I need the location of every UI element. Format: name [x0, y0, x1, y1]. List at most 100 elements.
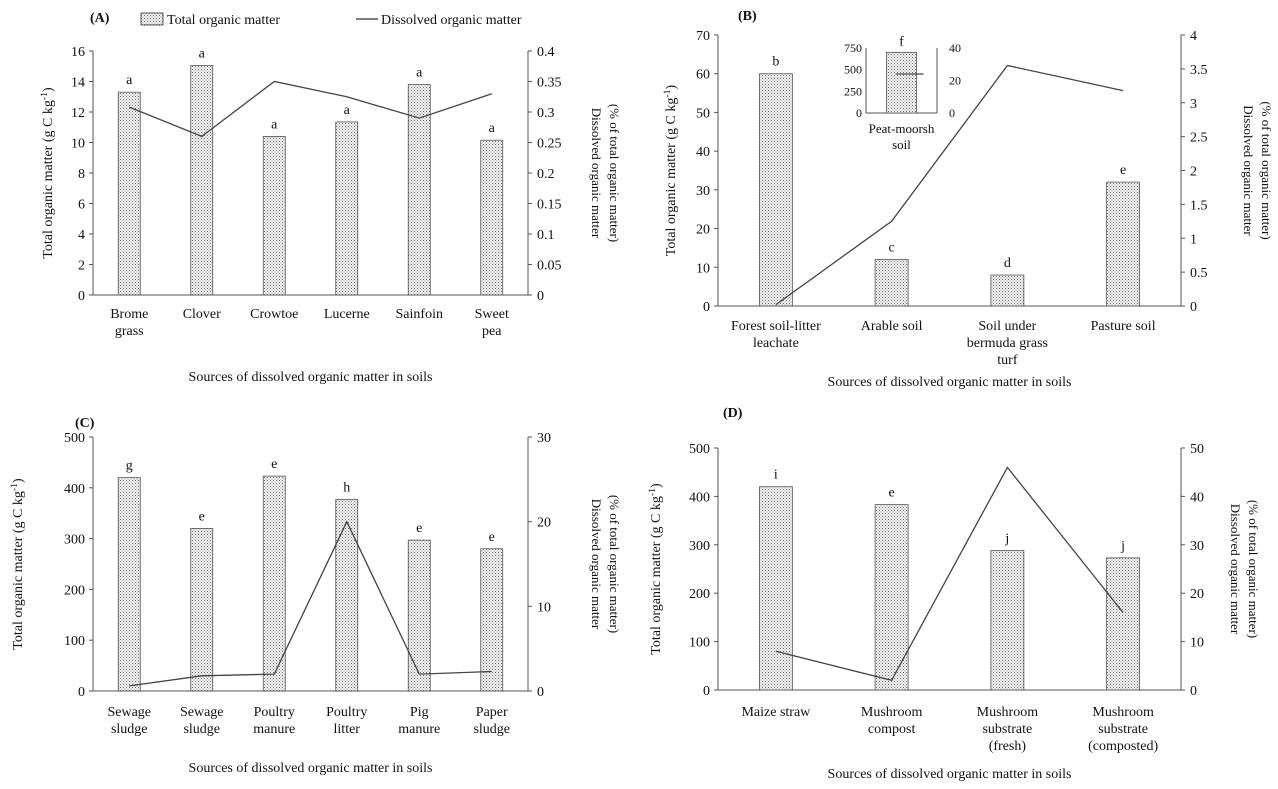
category-label: substrate	[1098, 722, 1148, 737]
category-label: Pig	[410, 705, 429, 720]
inset-left-tick-label: 250	[844, 84, 862, 98]
category-label: Paper	[476, 705, 508, 720]
bar	[874, 504, 909, 691]
right-tick-label: 0.15	[537, 198, 562, 213]
bar	[190, 65, 214, 296]
bar	[335, 121, 359, 296]
bar-letter-label: e	[1120, 163, 1126, 178]
left-axis-title: Total organic matter (g C kg-1)	[647, 483, 664, 655]
bar	[1106, 181, 1141, 307]
right-tick-label: 1	[1190, 232, 1197, 247]
category-label: sludge	[183, 722, 220, 737]
right-tick-label: 20	[537, 516, 551, 531]
category-label: Soil under	[978, 319, 1036, 334]
right-tick-label: 0.25	[537, 137, 562, 152]
left-tick-label: 200	[689, 587, 710, 602]
inset-category-label: Peat-moorsh	[869, 121, 935, 136]
legend-line-label: Dissolved organic matter	[381, 13, 522, 28]
category-label: Sewage	[180, 705, 224, 720]
category-label: sludge	[473, 722, 510, 737]
category-label: Poultry	[326, 705, 367, 720]
category-label: pea	[482, 324, 502, 339]
bar	[407, 84, 431, 296]
right-axis-title-line2: (% of total organic matter)	[607, 495, 622, 633]
left-tick-label: 14	[71, 76, 85, 91]
inset-right-tick-label: 0	[949, 106, 955, 120]
panels: (A)024681012141600.050.10.150.20.250.30.…	[9, 9, 1274, 782]
right-tick-label: 0.1	[537, 228, 555, 243]
bar-letter-label: e	[889, 486, 895, 501]
left-tick-label: 100	[64, 634, 85, 649]
left-tick-label: 30	[696, 184, 710, 199]
inset-bar-letter-label: f	[899, 34, 904, 49]
category-label: Poultry	[254, 705, 295, 720]
left-tick-label: 0	[703, 684, 710, 699]
left-axis-title: Total organic matter (g C kg-1)	[9, 478, 26, 650]
bar-letter-label: h	[343, 480, 350, 495]
left-tick-label: 2	[78, 259, 85, 274]
left-tick-label: 60	[696, 68, 710, 83]
category-label: Maize straw	[741, 705, 811, 720]
bar	[480, 139, 504, 296]
right-tick-label: 0.5	[1190, 266, 1208, 281]
right-tick-label: 40	[1190, 490, 1204, 505]
bar	[190, 528, 214, 692]
bar-letter-label: e	[489, 530, 495, 545]
left-tick-label: 100	[689, 636, 710, 651]
category-label: bermuda grass	[967, 336, 1048, 351]
bar	[407, 539, 431, 692]
bar-letter-label: g	[126, 459, 133, 474]
category-label: Mushroom	[861, 705, 923, 720]
right-tick-label: 0	[537, 685, 544, 700]
inset-right-tick-label: 20	[949, 74, 961, 88]
bar-letter-label: a	[416, 66, 423, 81]
category-label: Forest soil-litter	[731, 319, 821, 334]
chart-panel-3: (D) 0 100 200 300 400 500 0 10 20 30 40 50 Total orga…	[647, 406, 1261, 782]
category-label: litter	[334, 722, 361, 737]
inset-right-tick-label: 40	[949, 41, 961, 55]
inset-left-tick-label: 500	[844, 63, 862, 77]
bar	[335, 499, 359, 692]
category-label: sludge	[111, 722, 148, 737]
bar-letter-label: a	[489, 121, 496, 136]
bar-letter-label: j	[1120, 539, 1125, 554]
right-tick-label: 2.5	[1190, 131, 1208, 146]
left-tick-label: 300	[689, 539, 710, 554]
panel-label: (D)	[723, 406, 743, 421]
left-tick-label: 40	[696, 145, 710, 160]
right-axis-title: Dissolved organic matter	[589, 499, 604, 630]
x-axis-title: Sources of dissolved organic matter in s…	[189, 761, 433, 776]
left-tick-label: 400	[64, 482, 85, 497]
right-tick-label: 10	[1190, 636, 1204, 651]
left-axis-title: Total organic matter (g C kg-1)	[39, 87, 56, 259]
dissolved-om-line	[775, 466, 1124, 682]
chart-panel-2: (C) 0 100 200 300 400 500 0 10 20 30 Total organic …	[9, 416, 622, 776]
bar-letter-label: a	[271, 117, 278, 132]
left-tick-label: 10	[71, 137, 85, 152]
right-tick-label: 3.5	[1190, 63, 1208, 78]
right-tick-label: 0.4	[537, 45, 555, 60]
left-tick-label: 6	[78, 198, 85, 213]
legend: Total organic matter Dissolved organic m…	[140, 12, 522, 28]
category-label: Sewage	[107, 705, 151, 720]
bar	[990, 274, 1025, 307]
category-label: grass	[115, 324, 144, 339]
right-tick-label: 1.5	[1190, 198, 1208, 213]
left-tick-label: 50	[696, 106, 710, 121]
bar	[990, 550, 1025, 691]
right-tick-label: 30	[537, 431, 551, 446]
right-tick-label: 20	[1190, 587, 1204, 602]
bar-letter-label: j	[1004, 532, 1009, 547]
right-tick-label: 0.05	[537, 259, 562, 274]
bar-letter-label: b	[772, 55, 779, 70]
right-tick-label: 3	[1190, 97, 1197, 112]
category-label: Sweet	[475, 307, 509, 322]
bar	[758, 73, 793, 307]
category-label: (fresh)	[989, 739, 1027, 754]
legend-bar-label: Total organic matter	[167, 13, 280, 28]
bar	[480, 548, 504, 692]
left-tick-label: 12	[71, 106, 85, 121]
right-tick-label: 50	[1190, 442, 1204, 457]
bar	[262, 475, 286, 692]
